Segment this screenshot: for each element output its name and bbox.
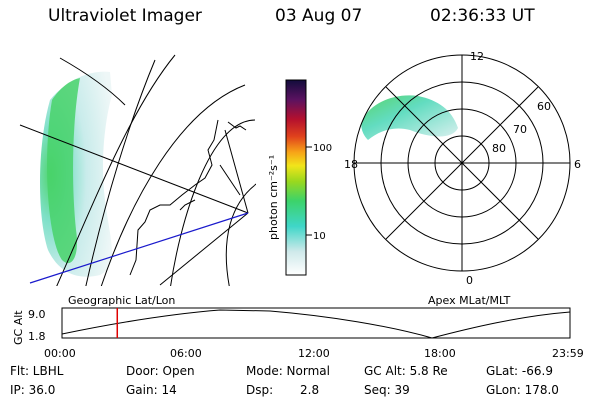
- colorbar-label: photon cm⁻²s⁻¹: [267, 155, 280, 240]
- gain-readout: Gain: 14: [126, 383, 177, 397]
- glat-readout: GLat: -66.9: [486, 364, 553, 378]
- mlt-12: 12: [470, 50, 484, 63]
- colorbar-scale: [285, 79, 307, 276]
- sequence-readout: Seq: 39: [364, 383, 410, 397]
- altitude-curve: [61, 309, 571, 339]
- gc-altitude-readout: GC Alt: 5.8 Re: [364, 364, 448, 378]
- colorbar-tick-100: 100: [313, 143, 332, 154]
- colorbar-tick-10: 10: [313, 231, 326, 242]
- polar-mlt-panel: 12 18 6 0 60 70 80: [344, 50, 581, 287]
- ip-readout: IP: 36.0: [10, 383, 56, 397]
- timeline-frame: [61, 307, 571, 339]
- timeline-ylabel: GC Alt: [12, 310, 25, 345]
- door-readout: Door: Open: [126, 364, 195, 378]
- mlat-80: 80: [492, 142, 506, 155]
- colorbar: 100 10 photon cm⁻²s⁻¹: [267, 79, 332, 276]
- dsp-label: Dsp:: [246, 383, 274, 397]
- mode-readout: Mode: Normal: [246, 364, 330, 378]
- timeline-ytick-high: 9.0: [28, 308, 46, 321]
- timeline-xtick-0600: 06:00: [170, 347, 202, 360]
- coastline: [129, 119, 247, 276]
- glon-readout: GLon: 178.0: [486, 383, 559, 397]
- altitude-timeline: GC Alt 9.0 1.8 00:00 06:00 12:00 18:00 2…: [12, 307, 584, 360]
- mlat-70: 70: [513, 123, 527, 136]
- left-panel-label: Geographic Lat/Lon: [68, 294, 175, 307]
- timeline-xtick-1200: 12:00: [298, 347, 330, 360]
- geographic-image-panel: [19, 54, 256, 286]
- timeline-ytick-low: 1.8: [28, 330, 46, 343]
- mlat-60: 60: [537, 100, 551, 113]
- timeline-xtick-0000: 00:00: [44, 347, 76, 360]
- lat-lon-grid: [19, 54, 256, 286]
- filter-readout: Flt: LBHL: [10, 364, 64, 378]
- dsp-value: 2.8: [300, 383, 320, 397]
- mlt-18: 18: [344, 158, 358, 171]
- mlt-6: 6: [574, 158, 581, 171]
- observation-date: 03 Aug 07: [275, 6, 363, 26]
- timeline-xtick-1800: 18:00: [424, 347, 456, 360]
- mlt-0: 0: [466, 274, 473, 287]
- right-panel-label: Apex MLat/MLT: [428, 294, 511, 307]
- observation-time: 02:36:33 UT: [430, 6, 535, 26]
- aurora-band-left: [47, 78, 80, 264]
- terminator-line: [29, 212, 249, 284]
- timeline-xtick-2359: 23:59: [552, 347, 584, 360]
- instrument-title: Ultraviolet Imager: [48, 6, 202, 26]
- aurora-emission-right: [361, 95, 458, 140]
